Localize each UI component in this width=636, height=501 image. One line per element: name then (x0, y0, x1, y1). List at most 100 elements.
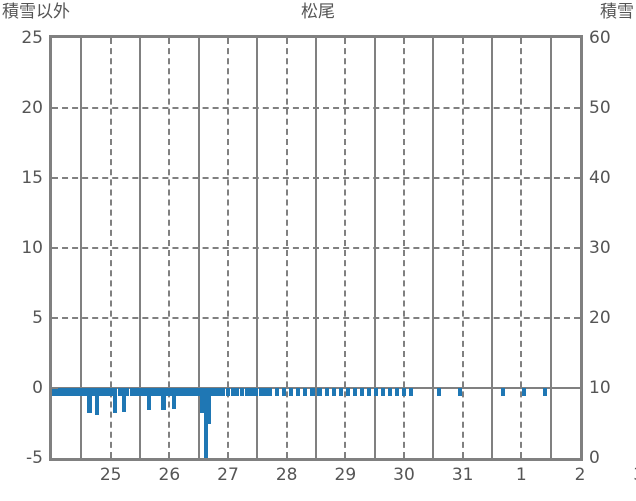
bar (217, 388, 222, 397)
x-tick-top-minor (227, 38, 229, 43)
bar (258, 388, 263, 397)
x-tick-top (256, 38, 259, 44)
bar (230, 388, 235, 397)
y-tick-left (52, 247, 58, 249)
bar (200, 388, 205, 414)
bar (500, 388, 505, 397)
left-tick-label: 10 (21, 238, 43, 258)
bar (85, 388, 90, 397)
bar (196, 388, 201, 397)
plot-area (49, 35, 583, 461)
x-tick-top (80, 38, 83, 44)
x-tick-top-minor (109, 38, 112, 43)
y-tick-right (574, 317, 580, 319)
bar (71, 388, 76, 397)
right-tick-label: 60 (589, 28, 611, 48)
x-tick-bottom (432, 452, 435, 458)
bar (210, 388, 215, 397)
x-tick-bottom (549, 452, 552, 458)
x-tick-top (373, 38, 376, 44)
bar (373, 388, 378, 397)
right-axis-title: 積雪 (600, 2, 634, 22)
right-tick-label: 0 (589, 448, 600, 468)
x-tick-label: 2 (574, 465, 586, 485)
bar (109, 388, 114, 397)
bar (203, 388, 208, 458)
right-tick-label: 10 (589, 378, 611, 398)
x-tick-label: 27 (217, 465, 239, 485)
bar (136, 388, 141, 397)
x-tick-label: 29 (334, 465, 357, 485)
bar (143, 388, 148, 397)
bar (221, 388, 226, 397)
right-tick-label: 20 (589, 308, 611, 328)
bar (303, 388, 308, 397)
x-tick-label: 31 (451, 465, 474, 485)
bar (171, 388, 177, 409)
bar (254, 388, 259, 397)
bar (80, 388, 85, 397)
x-tick-bottom-minor (344, 453, 347, 458)
x-tick-bottom-minor (109, 453, 112, 458)
x-tick-top-minor (168, 38, 171, 43)
bar (54, 388, 59, 397)
x-tick-top (549, 38, 552, 44)
y-tick-right (574, 107, 580, 109)
x-tick-label: 30 (393, 465, 415, 485)
bar (157, 388, 162, 397)
left-tick-label: 20 (21, 98, 43, 118)
bar (366, 388, 371, 397)
bar (175, 388, 180, 397)
bar (168, 388, 173, 397)
bar (75, 388, 80, 397)
left-tick-label: 5 (32, 308, 43, 328)
x-tick-bottom-minor (520, 453, 523, 458)
bar (61, 388, 66, 397)
y-tick-left (52, 107, 58, 109)
bar (289, 388, 294, 397)
bar (94, 388, 99, 415)
bar (324, 388, 329, 397)
x-tick-bottom (373, 452, 376, 458)
bar (408, 388, 414, 397)
bar (87, 388, 92, 414)
y-tick-left (52, 177, 58, 179)
x-tick-bottom-minor (461, 453, 464, 458)
bar (437, 388, 442, 397)
bar (99, 388, 104, 397)
x-tick-top (315, 38, 317, 44)
bar (68, 388, 73, 397)
bar (240, 388, 245, 397)
bar (133, 388, 138, 397)
y-tick-left (52, 317, 58, 319)
bar (282, 388, 287, 397)
x-tick-label: 28 (275, 465, 298, 485)
left-axis-title: 積雪以外 (2, 2, 70, 22)
bar (140, 388, 145, 397)
x-tick-bottom-minor (227, 453, 229, 458)
x-tick-bottom (80, 452, 83, 458)
bar (186, 388, 191, 397)
x-tick-bottom (139, 452, 141, 458)
bar (394, 388, 399, 397)
bar (101, 388, 106, 397)
right-tick-label: 30 (589, 238, 611, 258)
x-tick-top-minor (344, 38, 347, 43)
bar (103, 388, 109, 397)
x-tick-top-minor (285, 38, 288, 43)
bar (179, 388, 184, 397)
bar (125, 388, 130, 397)
bar (96, 388, 101, 397)
bar (214, 388, 219, 397)
bar (154, 388, 159, 397)
x-tick-top-minor (520, 38, 523, 43)
bar (82, 388, 87, 397)
bar (207, 388, 212, 425)
bar (113, 388, 118, 414)
x-tick-bottom-minor (403, 453, 405, 458)
x-tick-bottom-minor (168, 453, 171, 458)
horizontal-gridline (52, 247, 580, 249)
bar (118, 388, 123, 397)
bar (338, 388, 343, 397)
